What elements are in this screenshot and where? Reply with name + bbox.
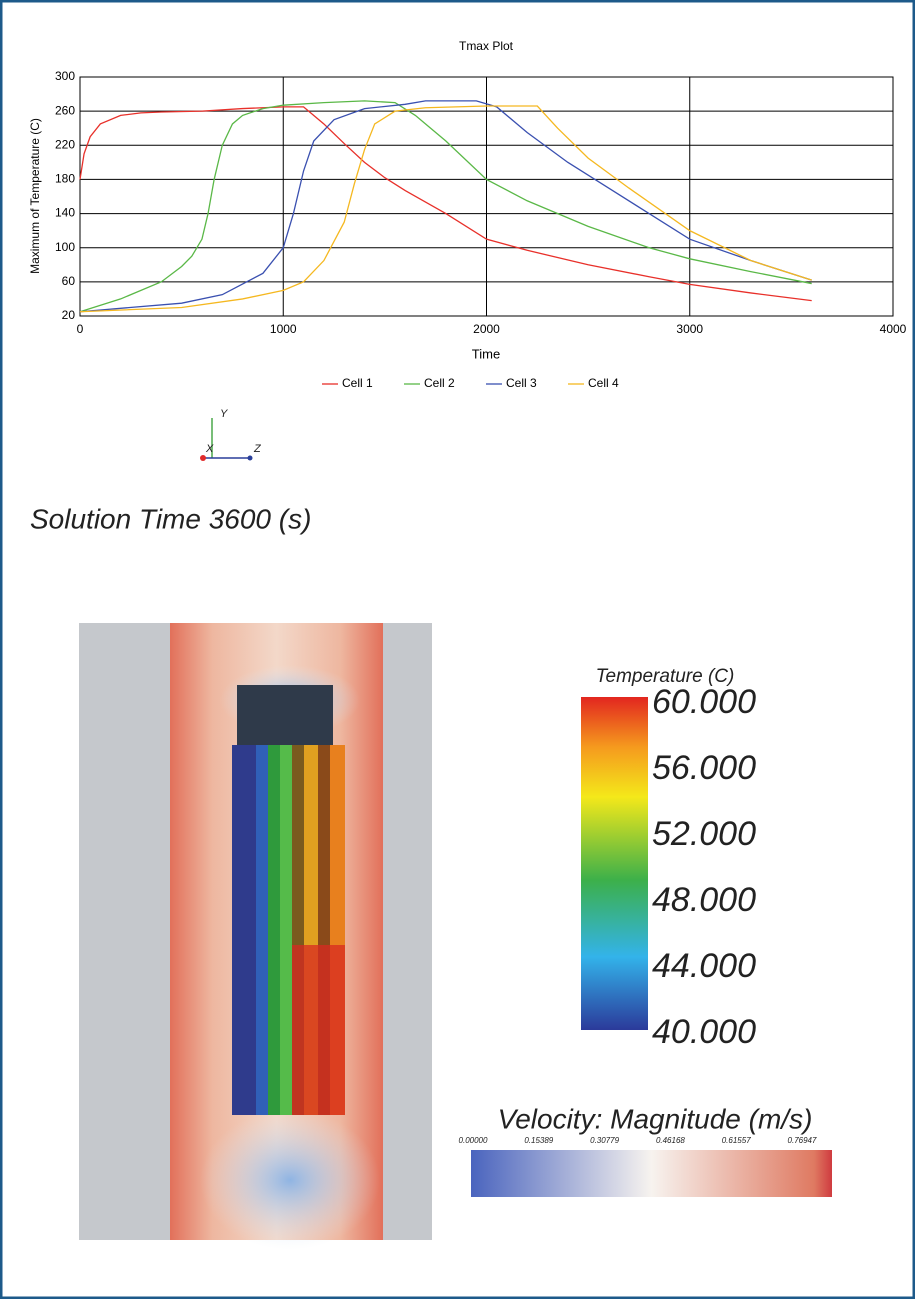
legend-label: Cell 3 (506, 376, 537, 390)
temperature-label: 60.000 (652, 683, 756, 721)
legend-label: Cell 2 (424, 376, 455, 390)
x-tick-label: 1000 (270, 322, 297, 336)
triad-z-label: Z (253, 443, 262, 455)
cell-tops (237, 685, 333, 745)
triad-y-label: Y (220, 408, 228, 420)
temperature-colorbar (581, 697, 648, 1030)
legend-label: Cell 4 (588, 376, 619, 390)
cell-hot (292, 945, 345, 1115)
line-chart: Tmax Plot Time Maximum of Temperature (C… (28, 39, 906, 390)
temperature-label: 52.000 (652, 815, 756, 853)
triad-x-label: X (205, 443, 214, 455)
y-tick-label: 140 (55, 206, 75, 220)
velocity-legend: Velocity: Magnitude (m/s) (471, 1103, 832, 1197)
chart-title: Tmax Plot (459, 39, 514, 53)
y-tick-label: 300 (55, 69, 75, 83)
line-series (80, 101, 812, 312)
x-tick-label: 0 (77, 322, 84, 336)
y-tick-label: 180 (55, 172, 75, 186)
temperature-label: 40.000 (652, 1013, 756, 1051)
y-tick-label: 60 (62, 274, 76, 288)
velocity-label: 0.76947 (788, 1136, 817, 1145)
temperature-label: 56.000 (652, 749, 756, 787)
velocity-label: 0.15389 (524, 1136, 553, 1145)
cell (268, 745, 280, 1115)
cell (232, 745, 256, 1115)
cfd-scene (79, 623, 432, 1250)
x-tick-label: 4000 (880, 322, 907, 336)
temperature-label: 48.000 (652, 881, 756, 919)
triad-z-end (248, 456, 253, 461)
solution-time: Solution Time 3600 (s) (30, 503, 311, 534)
x-tick-label: 3000 (676, 322, 703, 336)
cell (280, 745, 292, 1115)
line-series (80, 107, 812, 301)
y-tick-label: 100 (55, 240, 75, 254)
velocity-label: 0.30779 (590, 1136, 619, 1145)
x-tick-label: 2000 (473, 322, 500, 336)
y-tick-label: 220 (55, 137, 75, 151)
x-axis-title: Time (472, 346, 500, 361)
inlet-flow (200, 1110, 380, 1250)
axes-triad: Y X Z (200, 408, 262, 461)
velocity-label: 0.46168 (656, 1136, 685, 1145)
page: Tmax Plot Time Maximum of Temperature (C… (0, 0, 915, 1299)
velocity-colorbar (471, 1150, 832, 1197)
temperature-label: 44.000 (652, 947, 756, 985)
y-tick-label: 260 (55, 103, 75, 117)
legend-label: Cell 1 (342, 376, 373, 390)
velocity-label: 0.61557 (722, 1136, 751, 1145)
velocity-label: 0.00000 (459, 1136, 488, 1145)
velocity-title: Velocity: Magnitude (m/s) (498, 1103, 813, 1134)
cell (256, 745, 268, 1115)
line-series (80, 101, 812, 312)
y-tick-label: 20 (62, 308, 76, 322)
y-axis-title: Maximum of Temperature (C) (28, 118, 42, 274)
screen: Tmax Plot Time Maximum of Temperature (C… (0, 0, 915, 1299)
line-series (80, 106, 812, 312)
triad-x (200, 455, 206, 461)
